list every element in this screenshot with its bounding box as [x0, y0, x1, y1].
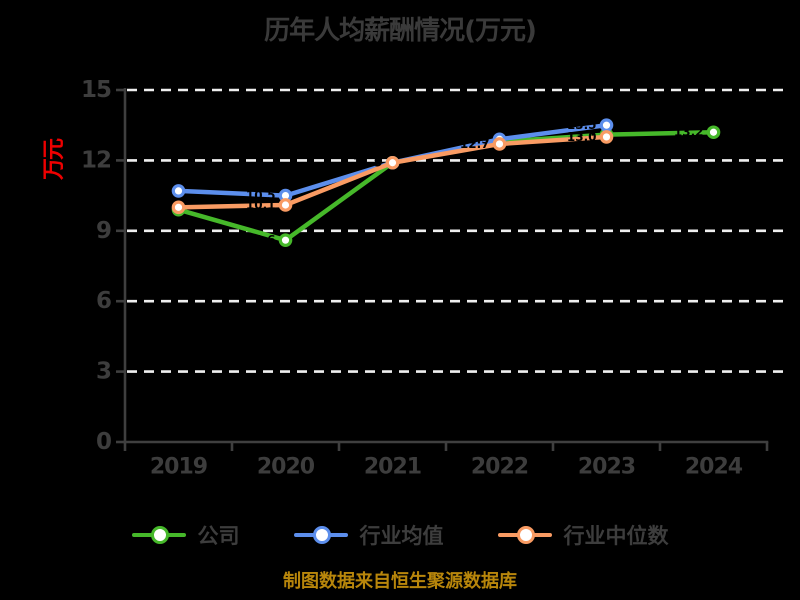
x-label-2024: 2024	[685, 455, 743, 480]
legend-line-circle-icon	[293, 526, 348, 544]
point-label-公司-2020: 8.6	[254, 233, 275, 247]
legend-line-circle-icon	[131, 526, 186, 544]
legend-item-行业中位数[interactable]: 行业中位数	[497, 520, 669, 550]
y-tick-label-9: 9	[96, 218, 111, 244]
point-marker-行业中位数-2019	[171, 200, 186, 215]
point-label-行业中位数-2020: 10.1	[246, 198, 276, 212]
point-label-行业中位数-2019: 10.0	[139, 200, 169, 214]
point-label-公司-2024: 13.2	[674, 125, 704, 139]
x-label-2020: 2020	[257, 455, 315, 480]
y-tick-label-0: 0	[96, 429, 111, 455]
x-label-2023: 2023	[578, 455, 635, 480]
legend-line-circle-icon	[497, 526, 552, 544]
x-label-2022: 2022	[471, 455, 528, 480]
series-line-公司	[176, 129, 716, 243]
point-label-行业均值-2019: 10.7	[139, 184, 169, 198]
point-label-行业均值-2022: 12.9	[460, 132, 490, 146]
point-label-行业均值-2021: 11.9	[353, 156, 383, 170]
chart-legend: 公司 行业均值 行业中位数	[0, 520, 800, 550]
point-label-行业中位数-2022: 12.7	[460, 137, 490, 151]
y-tick-label-15: 15	[81, 77, 111, 103]
point-label-行业均值-2020: 10.5	[246, 189, 276, 203]
legend-item-公司[interactable]: 公司	[131, 520, 240, 550]
point-label-行业中位数-2023: 13.0	[567, 130, 597, 144]
point-label-公司-2019: 9.9	[147, 203, 168, 217]
point-marker-行业中位数-2023	[599, 130, 614, 144]
point-marker-行业中位数-2021	[385, 155, 400, 170]
series-line-行业中位数	[176, 134, 609, 210]
x-label-2019: 2019	[150, 455, 207, 480]
y-tick-label-12: 12	[81, 147, 111, 173]
point-label-行业中位数-2021: 11.9	[353, 156, 383, 170]
data-source-note: 制图数据来自恒生聚源数据库	[283, 571, 517, 592]
y-tick-label-3: 3	[96, 359, 111, 385]
point-marker-行业均值-2023	[599, 118, 614, 132]
legend-label: 行业中位数	[563, 524, 669, 548]
legend-item-行业均值[interactable]: 行业均值	[293, 520, 444, 550]
point-marker-公司-2024	[706, 125, 721, 140]
point-label-行业均值-2023: 13.5	[567, 118, 597, 132]
x-label-2021: 2021	[364, 455, 421, 480]
point-marker-公司-2020	[278, 233, 293, 247]
chart-title: 历年人均薪酬情况(万元)	[264, 16, 537, 46]
point-marker-行业均值-2019	[171, 184, 186, 198]
point-marker-行业中位数-2020	[278, 198, 293, 212]
y-tick-label-6: 6	[96, 288, 111, 314]
legend-label: 行业均值	[359, 524, 444, 548]
legend-label: 公司	[197, 524, 240, 548]
point-marker-行业中位数-2022	[492, 137, 507, 151]
